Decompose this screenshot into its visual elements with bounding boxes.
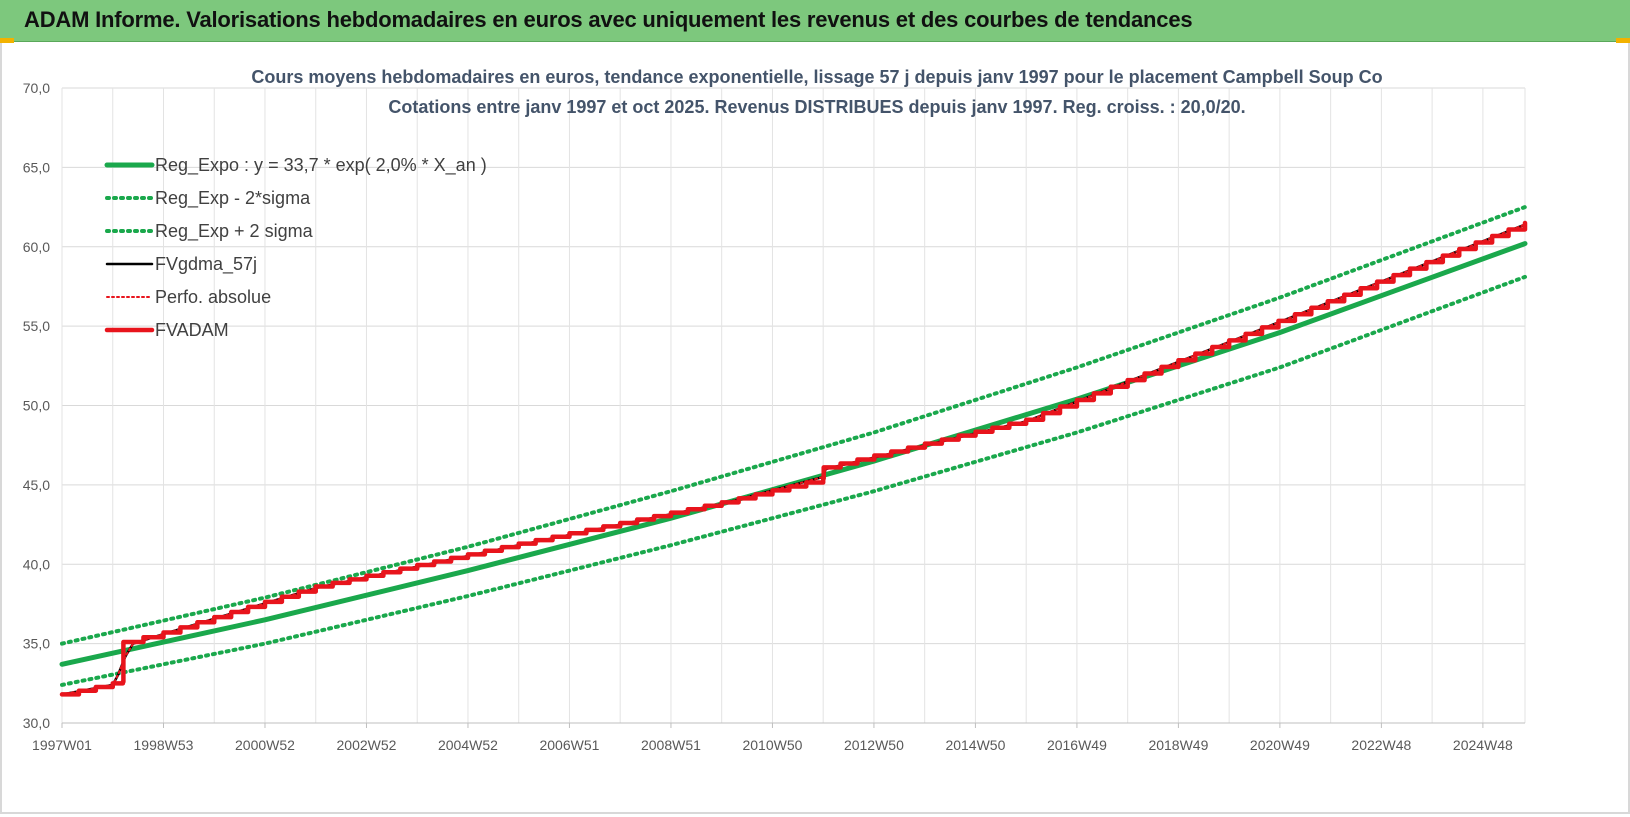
header-bar: ADAM Informe. Valorisations hebdomadaire… [0, 0, 1630, 42]
x-tick-label: 2020W49 [1250, 737, 1310, 753]
x-tick-label: 2016W49 [1047, 737, 1107, 753]
y-tick-label: 65,0 [23, 159, 50, 175]
series-fvgdma-57j [60, 223, 1527, 696]
x-tick-label: 2022W48 [1351, 737, 1411, 753]
series-reg-exp-plus-2sigma [60, 205, 1527, 646]
x-axis: 1997W01 1998W53 2000W52 2002W52 2004W52 2006W… [32, 722, 1525, 753]
corner-marker-right [1616, 38, 1630, 43]
y-tick-label: 40,0 [23, 556, 50, 572]
y-tick-label: 70,0 [23, 80, 50, 96]
x-tick-label: 2004W52 [438, 737, 498, 753]
y-tick-label: 35,0 [23, 636, 50, 652]
chart: 30,0 35,0 40,0 45,0 50,0 55,0 60,0 65,0 70,0 199… [23, 67, 1528, 753]
legend-label: Reg_Exp - 2*sigma [155, 188, 311, 209]
x-tick-label: 2018W49 [1148, 737, 1208, 753]
legend-label: FVADAM [155, 320, 229, 340]
x-tick-label: 2008W51 [641, 737, 701, 753]
grid [61, 87, 1526, 724]
legend-label: FVgdma_57j [155, 254, 257, 275]
y-tick-label: 45,0 [23, 477, 50, 493]
series-perfo-absolue [61, 223, 1526, 696]
x-tick-label: 2006W51 [539, 737, 599, 753]
chart-subtitle: Cotations entre janv 1997 et oct 2025. R… [388, 97, 1245, 117]
x-tick-label: 2012W50 [844, 737, 904, 753]
x-tick-label: 2010W50 [742, 737, 802, 753]
y-axis: 30,0 35,0 40,0 45,0 50,0 55,0 60,0 65,0 70,0 [23, 80, 50, 731]
chart-frame: 30,0 35,0 40,0 45,0 50,0 55,0 60,0 65,0 70,0 199… [0, 43, 1630, 814]
y-tick-label: 55,0 [23, 318, 50, 334]
x-tick-label: 2024W48 [1453, 737, 1513, 753]
y-tick-label: 30,0 [23, 715, 50, 731]
series-fvadam [59, 220, 1528, 697]
x-tick-label: 1998W53 [134, 737, 194, 753]
legend: Reg_Expo : y = 33,7 * exp( 2,0% * X_an )… [104, 155, 487, 340]
legend-label: Perfo. absolue [155, 287, 271, 307]
x-tick-label: 2002W52 [337, 737, 397, 753]
legend-label: Reg_Expo : y = 33,7 * exp( 2,0% * X_an ) [155, 155, 487, 176]
series-reg-exp-minus-2sigma [60, 274, 1527, 687]
x-tick-label: 1997W01 [32, 737, 92, 753]
plot-area [59, 205, 1528, 697]
x-tick-label: 2000W52 [235, 737, 295, 753]
legend-label: Reg_Exp + 2 sigma [155, 221, 314, 242]
corner-marker-left [0, 38, 14, 43]
y-tick-label: 50,0 [23, 398, 50, 414]
y-tick-label: 60,0 [23, 239, 50, 255]
chart-title: Cours moyens hebdomadaires en euros, ten… [251, 67, 1382, 87]
x-tick-label: 2014W50 [945, 737, 1005, 753]
page-title: ADAM Informe. Valorisations hebdomadaire… [24, 7, 1193, 32]
